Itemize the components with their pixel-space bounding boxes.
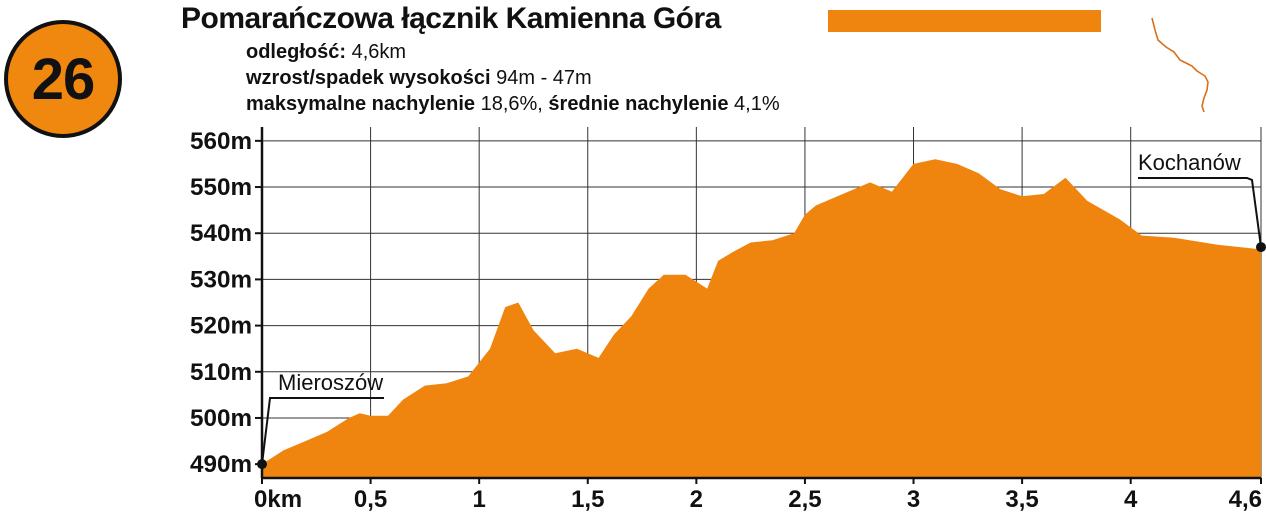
x-tick-label: 0km bbox=[254, 486, 302, 513]
x-tick-label: 3 bbox=[907, 486, 920, 513]
x-tick-label: 2,5 bbox=[788, 486, 821, 513]
y-tick-label: 510m bbox=[190, 359, 252, 386]
place-annotations: Mieroszów Kochanów bbox=[257, 150, 1266, 470]
annotation-point-mieroszow bbox=[257, 459, 267, 470]
route-number: 26 bbox=[31, 46, 96, 112]
y-tick-label: 490m bbox=[190, 451, 252, 478]
stat-max-slope-label: maksymalne nachylenie bbox=[246, 93, 476, 115]
stat-distance: odległość: 4,6km bbox=[246, 39, 780, 65]
stat-distance-label: odległość: bbox=[246, 41, 347, 63]
stat-avg-slope-label: średnie nachylenie bbox=[548, 93, 729, 115]
y-tick-label: 500m bbox=[190, 405, 252, 432]
annotation-point-kochanow bbox=[1256, 242, 1266, 253]
y-tick-label: 530m bbox=[190, 266, 252, 293]
x-tick-label: 4 bbox=[1124, 486, 1138, 513]
x-tick-label: 1 bbox=[472, 486, 485, 513]
annotation-leader-kochanow bbox=[1138, 177, 1262, 248]
x-tick-label: 1,5 bbox=[571, 486, 604, 513]
x-tick-label: 4,6 bbox=[1229, 486, 1262, 513]
elevation-area bbox=[262, 159, 1261, 479]
x-tick-label: 2 bbox=[690, 486, 703, 513]
stat-elevation-value: 94m - 47m bbox=[490, 67, 592, 89]
stat-distance-value: 4,6km bbox=[346, 41, 407, 63]
y-tick-label: 540m bbox=[190, 220, 252, 247]
annotation-label-kochanow: Kochanów bbox=[1138, 150, 1241, 175]
x-axis-ticks: 0km 0,5 1 1,5 2 2,5 3 3,5 4 4,6 bbox=[254, 478, 1262, 513]
route-number-badge: 26 bbox=[4, 20, 122, 138]
stat-elevation-label: wzrost/spadek wysokości bbox=[246, 67, 491, 89]
route-map-line bbox=[1151, 17, 1209, 113]
stat-avg-slope-value: 4,1% bbox=[728, 93, 780, 115]
y-tick-label: 550m bbox=[190, 174, 252, 201]
y-tick-label: 520m bbox=[190, 313, 252, 340]
stat-slope: maksymalne nachylenie 18,6%, średnie nac… bbox=[246, 91, 780, 117]
route-color-swatch bbox=[828, 10, 1101, 32]
y-axis-ticks: 490m 500m 510m 520m 530m 540m 550m 560m bbox=[190, 128, 262, 478]
y-tick-label: 560m bbox=[190, 128, 252, 155]
route-title: Pomarańczowa łącznik Kamienna Góra bbox=[181, 2, 721, 35]
x-tick-label: 3,5 bbox=[1005, 486, 1038, 513]
plot-frame bbox=[260, 127, 1261, 480]
stat-elevation: wzrost/spadek wysokości 94m - 47m bbox=[246, 65, 780, 91]
x-tick-label: 0,5 bbox=[354, 486, 387, 513]
route-stats: odległość: 4,6km wzrost/spadek wysokości… bbox=[246, 39, 780, 117]
annotation-leader-mieroszow bbox=[261, 397, 384, 465]
stat-max-slope-value: 18,6%, bbox=[475, 93, 549, 115]
annotation-label-mieroszow: Mieroszów bbox=[278, 370, 383, 395]
